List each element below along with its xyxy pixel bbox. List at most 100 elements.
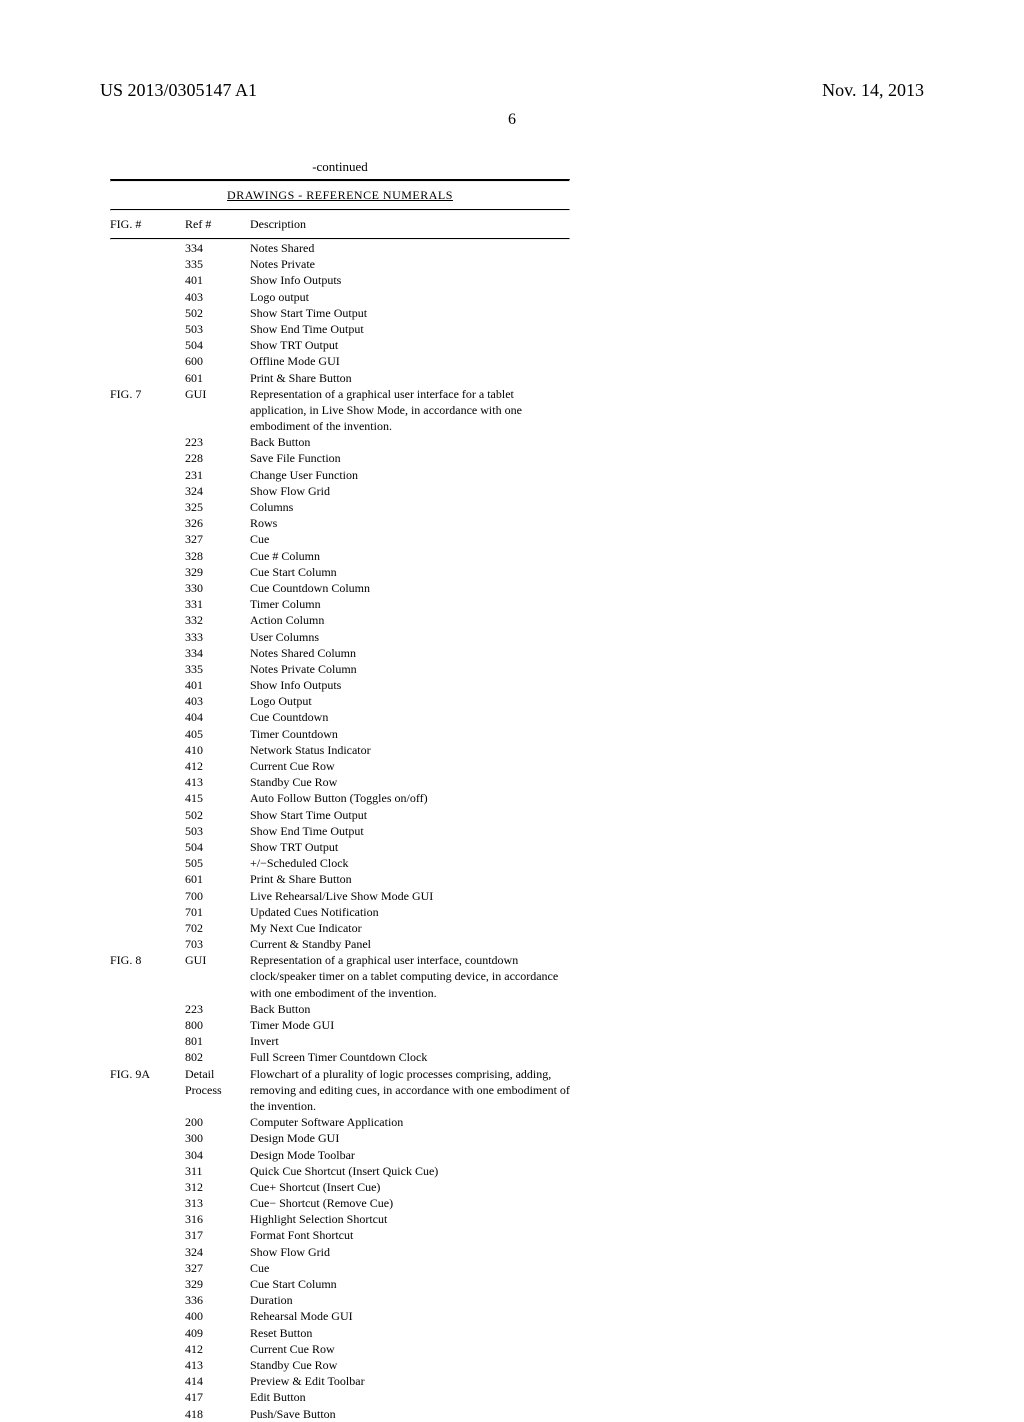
cell-ref: 334 — [185, 645, 250, 661]
table-row: 328Cue # Column — [110, 548, 570, 564]
cell-ref: 702 — [185, 920, 250, 936]
cell-ref: 502 — [185, 807, 250, 823]
cell-desc: Edit Button — [250, 1389, 570, 1405]
cell-ref: 329 — [185, 564, 250, 580]
cell-desc: Timer Countdown — [250, 726, 570, 742]
table-row: 223Back Button — [110, 434, 570, 450]
table-row: 312Cue+ Shortcut (Insert Cue) — [110, 1179, 570, 1195]
cell-ref: 333 — [185, 629, 250, 645]
cell-ref: GUI — [185, 386, 250, 402]
cell-ref: 327 — [185, 531, 250, 547]
cell-ref: 504 — [185, 839, 250, 855]
cell-ref: 405 — [185, 726, 250, 742]
cell-ref: 701 — [185, 904, 250, 920]
table-row: 231Change User Function — [110, 467, 570, 483]
table-row: FIG. 8GUIRepresentation of a graphical u… — [110, 952, 570, 1001]
table-row: 403Logo output — [110, 289, 570, 305]
cell-desc: Live Rehearsal/Live Show Mode GUI — [250, 888, 570, 904]
cell-desc: Show Flow Grid — [250, 1244, 570, 1260]
cell-desc: Offline Mode GUI — [250, 353, 570, 369]
table-row: 703Current & Standby Panel — [110, 936, 570, 952]
cell-desc: Duration — [250, 1292, 570, 1308]
cell-desc: Notes Private — [250, 256, 570, 272]
cell-desc: My Next Cue Indicator — [250, 920, 570, 936]
cell-desc: Timer Mode GUI — [250, 1017, 570, 1033]
cell-ref: 335 — [185, 661, 250, 677]
cell-ref: 403 — [185, 289, 250, 305]
cell-desc: Cue+ Shortcut (Insert Cue) — [250, 1179, 570, 1195]
cell-desc: Notes Private Column — [250, 661, 570, 677]
cell-ref: 324 — [185, 483, 250, 499]
table-row: 504Show TRT Output — [110, 337, 570, 353]
cell-ref: 231 — [185, 467, 250, 483]
cell-ref: 700 — [185, 888, 250, 904]
table-row: 334Notes Shared — [110, 240, 570, 256]
cell-ref: 417 — [185, 1389, 250, 1405]
reference-table: -continued DRAWINGS - REFERENCE NUMERALS… — [110, 159, 570, 1422]
cell-ref: 802 — [185, 1049, 250, 1065]
table-row: 401Show Info Outputs — [110, 677, 570, 693]
table-row: 401Show Info Outputs — [110, 272, 570, 288]
table-row: 503Show End Time Output — [110, 321, 570, 337]
page-header: US 2013/0305147 A1 Nov. 14, 2013 — [100, 80, 924, 101]
cell-ref: GUI — [185, 952, 250, 968]
patent-page: US 2013/0305147 A1 Nov. 14, 2013 6 -cont… — [0, 0, 1024, 1320]
table-row: 700Live Rehearsal/Live Show Mode GUI — [110, 888, 570, 904]
cell-desc: Action Column — [250, 612, 570, 628]
cell-ref: 327 — [185, 1260, 250, 1276]
cell-desc: Updated Cues Notification — [250, 904, 570, 920]
header-desc: Description — [250, 217, 570, 232]
cell-desc: Back Button — [250, 434, 570, 450]
cell-desc: Back Button — [250, 1001, 570, 1017]
page-number: 6 — [100, 111, 924, 129]
rows-container: 334Notes Shared335Notes Private401Show I… — [110, 240, 570, 1422]
cell-desc: Show TRT Output — [250, 337, 570, 353]
cell-desc: Show End Time Output — [250, 823, 570, 839]
table-row: 415Auto Follow Button (Toggles on/off) — [110, 790, 570, 806]
table-row: 332Action Column — [110, 612, 570, 628]
continued-label: -continued — [110, 159, 570, 175]
cell-desc: Standby Cue Row — [250, 774, 570, 790]
table-row: 412Current Cue Row — [110, 758, 570, 774]
cell-ref: 324 — [185, 1244, 250, 1260]
cell-ref: 412 — [185, 758, 250, 774]
cell-desc: Columns — [250, 499, 570, 515]
cell-ref: 404 — [185, 709, 250, 725]
cell-desc: Logo output — [250, 289, 570, 305]
cell-ref: 800 — [185, 1017, 250, 1033]
table-row: FIG. 7GUIRepresentation of a graphical u… — [110, 386, 570, 435]
cell-desc: Rehearsal Mode GUI — [250, 1308, 570, 1324]
cell-desc: Current Cue Row — [250, 1341, 570, 1357]
cell-desc: Current & Standby Panel — [250, 936, 570, 952]
cell-desc: Full Screen Timer Countdown Clock — [250, 1049, 570, 1065]
cell-desc: Reset Button — [250, 1325, 570, 1341]
table-row: 311Quick Cue Shortcut (Insert Quick Cue) — [110, 1163, 570, 1179]
cell-desc: Show Start Time Output — [250, 807, 570, 823]
cell-desc: Print & Share Button — [250, 370, 570, 386]
cell-ref: 503 — [185, 823, 250, 839]
cell-desc: Preview & Edit Toolbar — [250, 1373, 570, 1389]
table-row: 335Notes Private Column — [110, 661, 570, 677]
cell-desc: Design Mode Toolbar — [250, 1147, 570, 1163]
cell-ref: 334 — [185, 240, 250, 256]
table-row: 409Reset Button — [110, 1325, 570, 1341]
cell-desc: Design Mode GUI — [250, 1130, 570, 1146]
cell-ref: 332 — [185, 612, 250, 628]
table-row: 502Show Start Time Output — [110, 807, 570, 823]
cell-ref: 418 — [185, 1406, 250, 1422]
cell-desc: Cue Countdown Column — [250, 580, 570, 596]
cell-desc: Highlight Selection Shortcut — [250, 1211, 570, 1227]
cell-ref: 403 — [185, 693, 250, 709]
cell-desc: Quick Cue Shortcut (Insert Quick Cue) — [250, 1163, 570, 1179]
cell-ref: 223 — [185, 1001, 250, 1017]
cell-ref: 502 — [185, 305, 250, 321]
cell-fig: FIG. 8 — [110, 952, 185, 968]
cell-desc: Cue # Column — [250, 548, 570, 564]
cell-ref: 409 — [185, 1325, 250, 1341]
cell-desc: Show TRT Output — [250, 839, 570, 855]
cell-desc: Cue Start Column — [250, 1276, 570, 1292]
table-row: 418Push/Save Button — [110, 1406, 570, 1422]
cell-desc: User Columns — [250, 629, 570, 645]
table-row: 502Show Start Time Output — [110, 305, 570, 321]
cell-desc: Timer Column — [250, 596, 570, 612]
